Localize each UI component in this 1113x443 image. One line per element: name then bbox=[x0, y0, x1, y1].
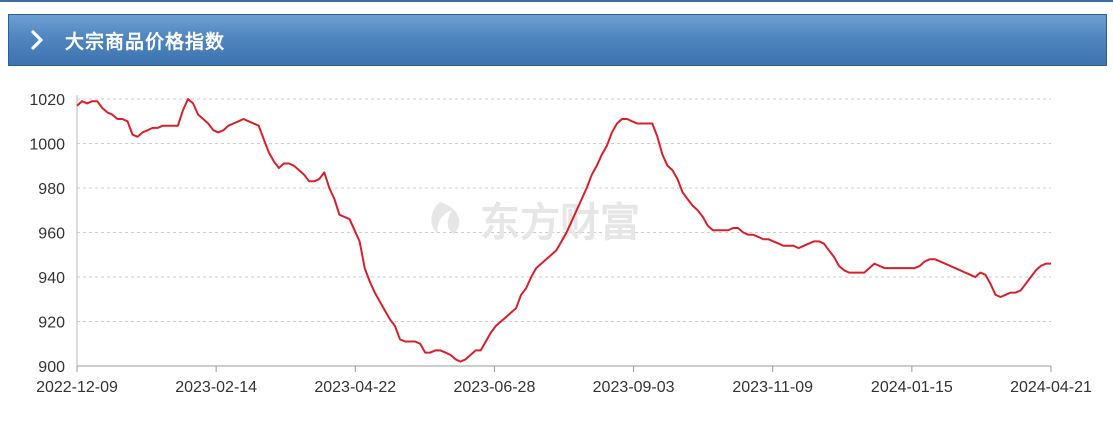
y-tick-label: 960 bbox=[38, 226, 65, 243]
watermark-text: 东方财富 bbox=[480, 201, 640, 245]
series bbox=[76, 98, 1051, 363]
x-tick-label: 2024-01-15 bbox=[871, 379, 953, 396]
chevron-right-icon[interactable] bbox=[9, 14, 65, 66]
x-tick-label: 2024-04-21 bbox=[1010, 379, 1092, 396]
series-line bbox=[76, 98, 1051, 363]
y-tick-label: 1020 bbox=[29, 92, 65, 109]
y-tick-label: 940 bbox=[38, 270, 65, 287]
watermark-logo-icon bbox=[431, 202, 460, 234]
x-axis: 2022-12-09 2023-02-14 2023-04-22 2023-06-28… bbox=[36, 365, 1092, 396]
x-tick-label: 2023-11-09 bbox=[732, 379, 813, 396]
price-index-chart: 东方财富 1020 1000 980 960 940 920 900 2022-12-09 2… bbox=[0, 70, 1113, 439]
x-tick-label: 2023-02-14 bbox=[175, 379, 257, 396]
watermark: 东方财富 bbox=[431, 201, 640, 245]
y-tick-label: 920 bbox=[38, 315, 65, 332]
x-tick-label: 2023-04-22 bbox=[314, 379, 396, 396]
y-tick-label: 900 bbox=[38, 359, 65, 376]
page-title: 大宗商品价格指数 bbox=[65, 30, 226, 53]
gridlines bbox=[77, 98, 1051, 322]
y-tick-label: 980 bbox=[38, 181, 65, 198]
y-tick-label: 1000 bbox=[29, 137, 65, 154]
y-axis: 1020 1000 980 960 940 920 900 bbox=[29, 92, 78, 376]
panel-header: 大宗商品价格指数 bbox=[8, 14, 1107, 66]
top-rule bbox=[0, 0, 1113, 2]
x-tick-label: 2022-12-09 bbox=[36, 379, 118, 396]
x-tick-label: 2023-06-28 bbox=[454, 379, 536, 396]
x-tick-label: 2023-09-03 bbox=[593, 379, 675, 396]
